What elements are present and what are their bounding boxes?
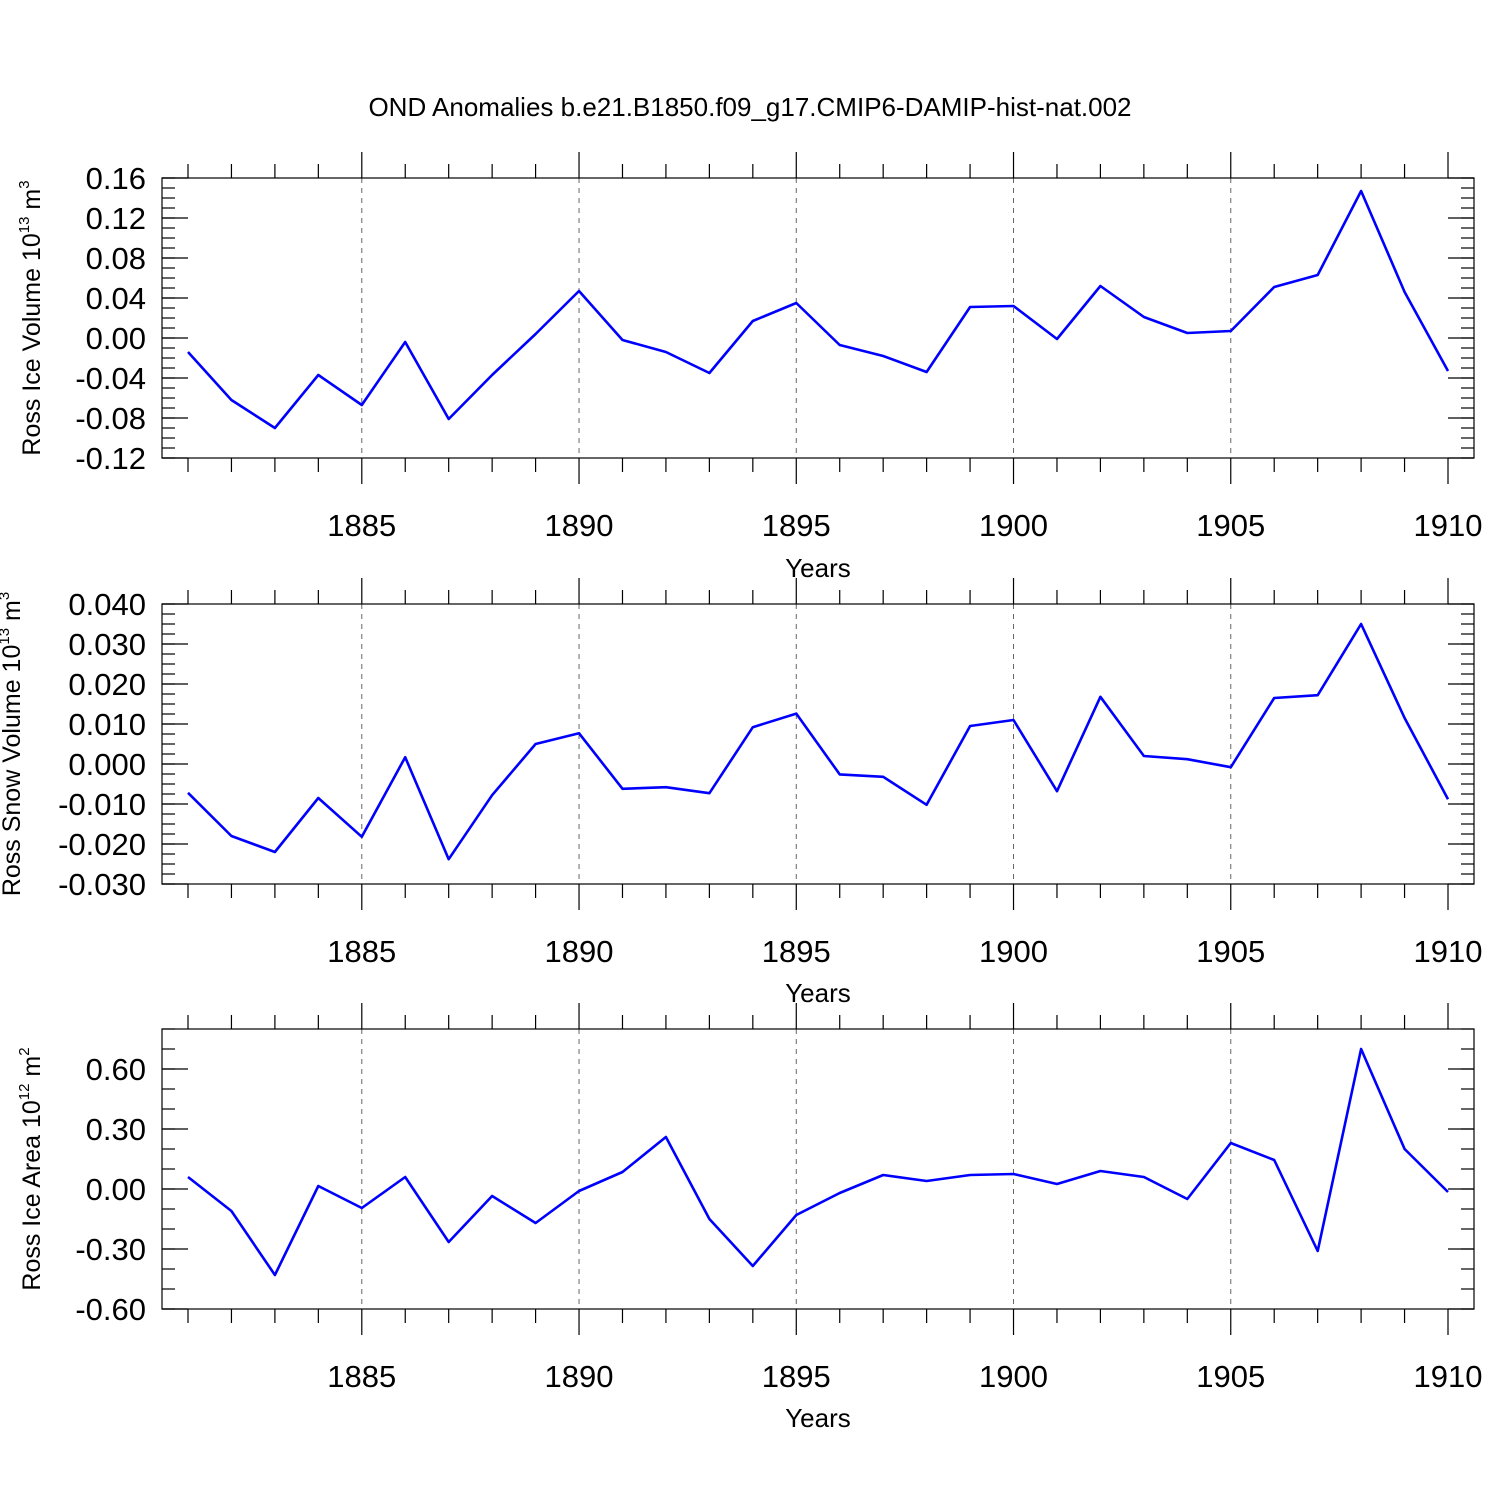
panel1-xtick-label-1905: 1905 (1196, 934, 1265, 969)
panel0-xtick-label-1910: 1910 (1414, 508, 1483, 543)
panel0-plot-frame (161, 177, 1475, 459)
ice-volume-xlabel: Years (785, 553, 851, 583)
panel0-xtick-label-1900: 1900 (979, 508, 1048, 543)
panel0-ytick-label-2: -0.04 (75, 361, 146, 396)
panel2-xtick-label-1890: 1890 (545, 1359, 614, 1394)
panel1-series-line-0 (187, 622, 1450, 861)
panel0-ytick-label-4: 0.04 (86, 281, 146, 316)
panel1-xtick-label-1885: 1885 (327, 934, 396, 969)
ice-area-panel: Ross Ice Area 1012 m2 Years 1885 1890 1895… (16, 1003, 1482, 1433)
panel1-ytick-label-2: -0.010 (58, 787, 146, 822)
panel2-xtick-label-1900: 1900 (979, 1359, 1048, 1394)
panel2-ytick-label-0: -0.60 (75, 1292, 146, 1327)
panel1-ytick-label-6: 0.030 (68, 627, 146, 662)
panel2-xtick-label-1885: 1885 (327, 1359, 396, 1394)
panel2-xtick-label-1910: 1910 (1414, 1359, 1483, 1394)
ice-area-xlabel: Years (785, 1403, 851, 1433)
panel2-ytick-label-2: 0.00 (86, 1172, 146, 1207)
panel0-xtick-label-1905: 1905 (1196, 508, 1265, 543)
panel1-ytick-label-7: 0.040 (68, 587, 146, 622)
panel2-series-line-0 (187, 1047, 1449, 1277)
snow-volume-panel: Ross Snow Volume 1013 m3 Years 1885 1890 1… (0, 578, 1482, 1008)
panel2-ytick-label-3: 0.30 (86, 1112, 146, 1147)
panel0-ytick-label-3: 0.00 (86, 321, 146, 356)
panel1-ytick-label-3: 0.000 (68, 747, 146, 782)
panel0-ytick-label-0: -0.12 (75, 441, 146, 476)
panel0-ytick-label-6: 0.12 (86, 201, 146, 236)
panel2-ytick-label-1: -0.30 (75, 1232, 146, 1267)
ice-volume-panel: Ross Ice Volume 1013 m3 Years 1885 1890 18… (16, 152, 1482, 583)
panel2-xtick-label-1905: 1905 (1196, 1359, 1265, 1394)
panel0-series-line-0 (187, 189, 1450, 430)
panel1-ytick-label-4: 0.010 (68, 707, 146, 742)
panel0-ytick-label-5: 0.08 (86, 241, 146, 276)
panel0-xtick-label-1895: 1895 (762, 508, 831, 543)
panel1-xtick-label-1890: 1890 (545, 934, 614, 969)
snow-volume-ylabel: Ross Snow Volume 1013 m3 (0, 592, 26, 896)
panel2-ytick-label-4: 0.60 (86, 1052, 146, 1087)
chart-title: OND Anomalies b.e21.B1850.f09_g17.CMIP6-… (368, 92, 1131, 122)
panel2-xtick-label-1895: 1895 (762, 1359, 831, 1394)
panel1-xtick-label-1895: 1895 (762, 934, 831, 969)
panel1-ytick-label-0: -0.030 (58, 867, 146, 902)
panel0-xtick-label-1890: 1890 (545, 508, 614, 543)
panel1-xtick-label-1900: 1900 (979, 934, 1048, 969)
panel0-ytick-label-1: -0.08 (75, 401, 146, 436)
ice-area-ylabel: Ross Ice Area 1012 m2 (16, 1047, 46, 1290)
panel1-xtick-label-1910: 1910 (1414, 934, 1483, 969)
ice-volume-ylabel: Ross Ice Volume 1013 m3 (16, 180, 46, 455)
panel1-ytick-label-1: -0.020 (58, 827, 146, 862)
snow-volume-xlabel: Years (785, 978, 851, 1008)
panel0-ytick-label-7: 0.16 (86, 161, 146, 196)
panel0-xtick-label-1885: 1885 (327, 508, 396, 543)
panel1-ytick-label-5: 0.020 (68, 667, 146, 702)
